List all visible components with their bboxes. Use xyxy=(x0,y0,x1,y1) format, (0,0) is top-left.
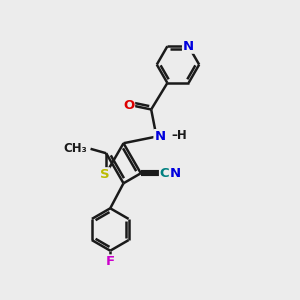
Text: –H: –H xyxy=(172,130,188,142)
Text: O: O xyxy=(123,99,134,112)
Text: N: N xyxy=(170,167,181,180)
Text: C: C xyxy=(160,167,169,180)
Text: N: N xyxy=(154,130,166,143)
Text: F: F xyxy=(106,255,115,268)
Text: CH₃: CH₃ xyxy=(63,142,87,155)
Text: N: N xyxy=(183,40,194,53)
Text: S: S xyxy=(100,168,110,181)
